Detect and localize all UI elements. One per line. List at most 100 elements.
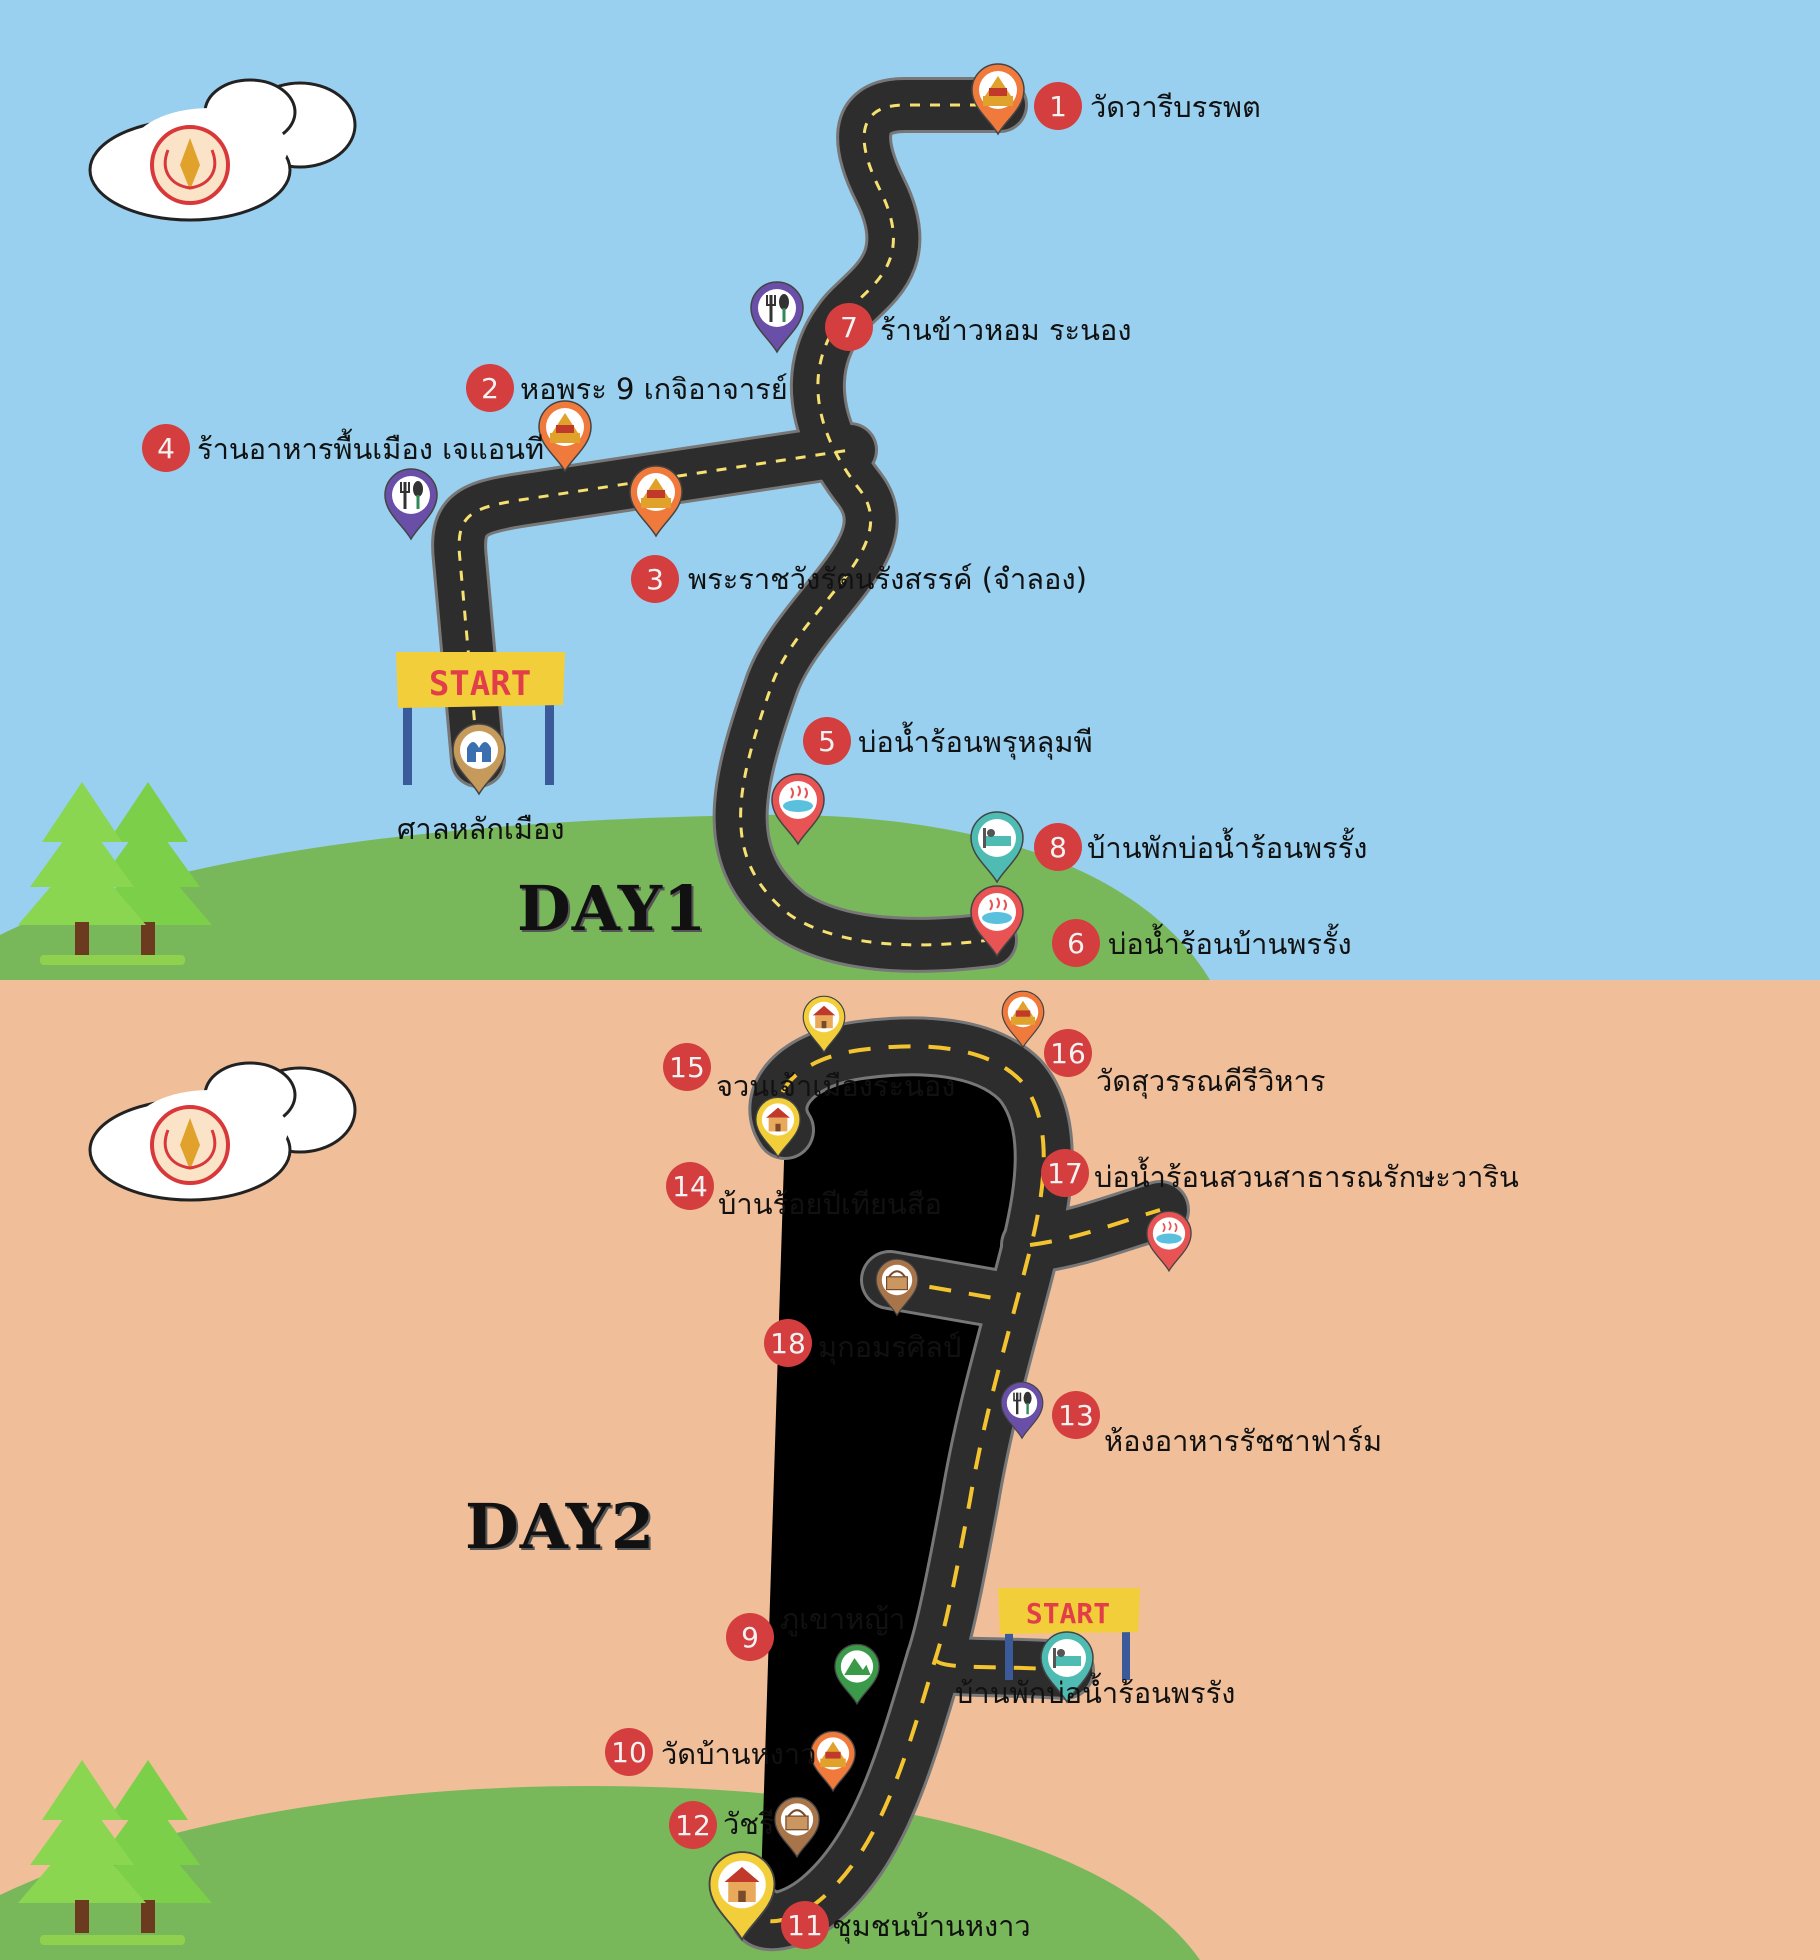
map-pin-3[interactable] [629, 465, 683, 538]
start-banner [998, 1588, 1140, 1634]
stop-number: 14 [672, 1170, 708, 1203]
stop-number-badge [726, 1613, 774, 1661]
stop-number-badge [764, 1319, 812, 1367]
restaurant-icon [1013, 1391, 1032, 1415]
stop-number: 6 [1067, 927, 1085, 960]
temple-icon [641, 478, 671, 508]
map-pin-8[interactable] [970, 811, 1024, 884]
stop-number-badge [1044, 1029, 1092, 1077]
stop-number-badge [631, 555, 679, 603]
cloud-with-seal [88, 1061, 357, 1202]
hot-spring-icon [982, 897, 1012, 924]
start-label: START [1026, 1597, 1110, 1630]
stop-number: 18 [770, 1327, 806, 1360]
stop-label-9: ภูเขาหญ้า [780, 1602, 906, 1636]
lodging-icon [1053, 1648, 1081, 1668]
basket-icon [785, 1809, 809, 1831]
day-title: DAY1 [517, 872, 708, 945]
day-title: DAY2 [465, 1490, 656, 1563]
stop-number: 10 [611, 1736, 647, 1769]
stop-label-2: หอพระ 9 เกจิอาจารย์ [520, 372, 788, 406]
stop-number-badge [825, 303, 873, 351]
stop-number: 11 [787, 1909, 823, 1942]
start-place-pin[interactable] [452, 723, 506, 796]
stop-number-badge [663, 1043, 711, 1091]
map-pin-6[interactable] [970, 885, 1024, 958]
temple-icon [550, 413, 580, 443]
stop-label-7: ร้านข้าวหอม ระนอง [880, 313, 1132, 347]
map-pin-2[interactable] [538, 400, 592, 473]
day2-panel: START 9 10 11 12 13 14 15 16 17 18 DAY2 บ้านพักบ่… [0, 980, 1820, 1960]
map-pin-17[interactable] [1146, 1210, 1192, 1273]
stop-label-4: ร้านอาหารพื้นเมือง เจแอนที [197, 432, 545, 466]
stop-label-12: วัชรี [723, 1807, 775, 1841]
stop-number: 9 [741, 1621, 759, 1654]
basket-icon [885, 1270, 909, 1291]
map-pin-9[interactable] [834, 1643, 880, 1706]
map-pin-15[interactable] [802, 995, 846, 1054]
lodging-icon [983, 828, 1011, 848]
map-pin-14[interactable] [755, 1096, 801, 1159]
restaurant-icon [766, 294, 789, 322]
start-gate: START [998, 1588, 1140, 1680]
restaurant-icon [400, 481, 423, 509]
start-place-pin[interactable] [1040, 1631, 1094, 1704]
stop-number: 5 [818, 725, 836, 758]
house-icon [766, 1107, 790, 1132]
mountain-icon [844, 1658, 871, 1675]
day1-badges: 1 2 3 4 5 6 7 8 [142, 82, 1100, 967]
stop-number: 7 [840, 311, 858, 344]
stop-label-10: วัดบ้านหงาว [661, 1737, 817, 1771]
start-place-label: ศาลหลักเมือง [397, 812, 565, 846]
map-pin-12[interactable] [774, 1796, 820, 1859]
cloud-with-seal [88, 78, 357, 222]
stop-number: 17 [1047, 1157, 1083, 1190]
day2-badges: 9 10 11 12 13 14 15 16 17 18 [605, 1029, 1100, 1949]
stop-label-16: วัดสุวรรณคีรีวิหาร [1096, 1064, 1326, 1098]
day1-scene: START 1 2 3 4 5 6 7 8 [0, 0, 1820, 980]
stop-number-badge [1052, 1391, 1100, 1439]
stop-number: 4 [157, 432, 175, 465]
stop-label-13: ห้องอาหารรัชชาฟาร์ม [1104, 1424, 1383, 1458]
start-banner [396, 652, 565, 708]
shrine-icon [467, 742, 491, 762]
stop-label-18: มุกอมรศิลป์ [818, 1330, 962, 1364]
stop-number-badge [803, 717, 851, 765]
start-place-label: บ้านพักบ่อน้ำร้อนพรรัง [955, 1676, 1236, 1710]
map-pin-16[interactable] [1001, 990, 1045, 1049]
map-pin-10[interactable] [810, 1730, 856, 1793]
stop-label-17: บ่อน้ำร้อนสวนสาธารณรักษะวาริน [1094, 1160, 1519, 1194]
stop-label-3: พระราชวังรัตนรังสรรค์ (จำลอง) [688, 562, 1087, 596]
stop-label-11: ชุมชนบ้านหงาว [832, 1909, 1031, 1943]
house-icon [812, 1005, 836, 1029]
stop-label-15: จวนเจ้าเมืองระนอง [716, 1069, 956, 1103]
day1-panel: START 1 2 3 4 5 6 7 8 DAY1 ศาลหลักเมือง วัดวารี… [0, 0, 1820, 980]
hot-spring-icon [1156, 1221, 1182, 1244]
stop-number-badge [1034, 82, 1082, 130]
stop-number: 13 [1058, 1399, 1094, 1432]
start-label: START [429, 664, 531, 704]
stop-label-8: บ้านพักบ่อน้ำร้อนพรรั้ง [1087, 831, 1368, 865]
temple-icon [820, 1741, 846, 1768]
pine-trees-icon [18, 782, 212, 965]
map-pin-18[interactable] [875, 1258, 919, 1317]
stop-number-badge [1034, 823, 1082, 871]
stop-label-6: บ่อน้ำร้อนบ้านพรรั้ง [1108, 927, 1352, 961]
stop-number-badge [1041, 1149, 1089, 1197]
map-pin-5[interactable] [771, 773, 825, 846]
stop-number-badge [669, 1801, 717, 1849]
house-icon [724, 1867, 760, 1902]
stop-label-1: วัดวารีบรรพต [1090, 90, 1261, 124]
map-pin-4[interactable] [384, 468, 438, 541]
map-pin-13[interactable] [1000, 1381, 1044, 1440]
day2-pins [708, 990, 1192, 1942]
map-pin-7[interactable] [750, 281, 804, 354]
stop-number-badge [466, 364, 514, 412]
stop-label-5: บ่อน้ำร้อนพรุหลุมพี [858, 725, 1093, 759]
day2-scene: START 9 10 11 12 13 14 15 16 17 18 [0, 980, 1820, 1960]
pine-trees-icon [18, 1760, 212, 1945]
stop-number-badge [142, 424, 190, 472]
stop-number: 1 [1049, 90, 1067, 123]
map-pin-1[interactable] [971, 63, 1025, 136]
map-pin-11[interactable] [708, 1851, 776, 1942]
